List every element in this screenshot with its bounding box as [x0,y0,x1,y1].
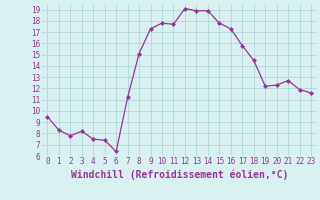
X-axis label: Windchill (Refroidissement éolien,°C): Windchill (Refroidissement éolien,°C) [70,169,288,180]
